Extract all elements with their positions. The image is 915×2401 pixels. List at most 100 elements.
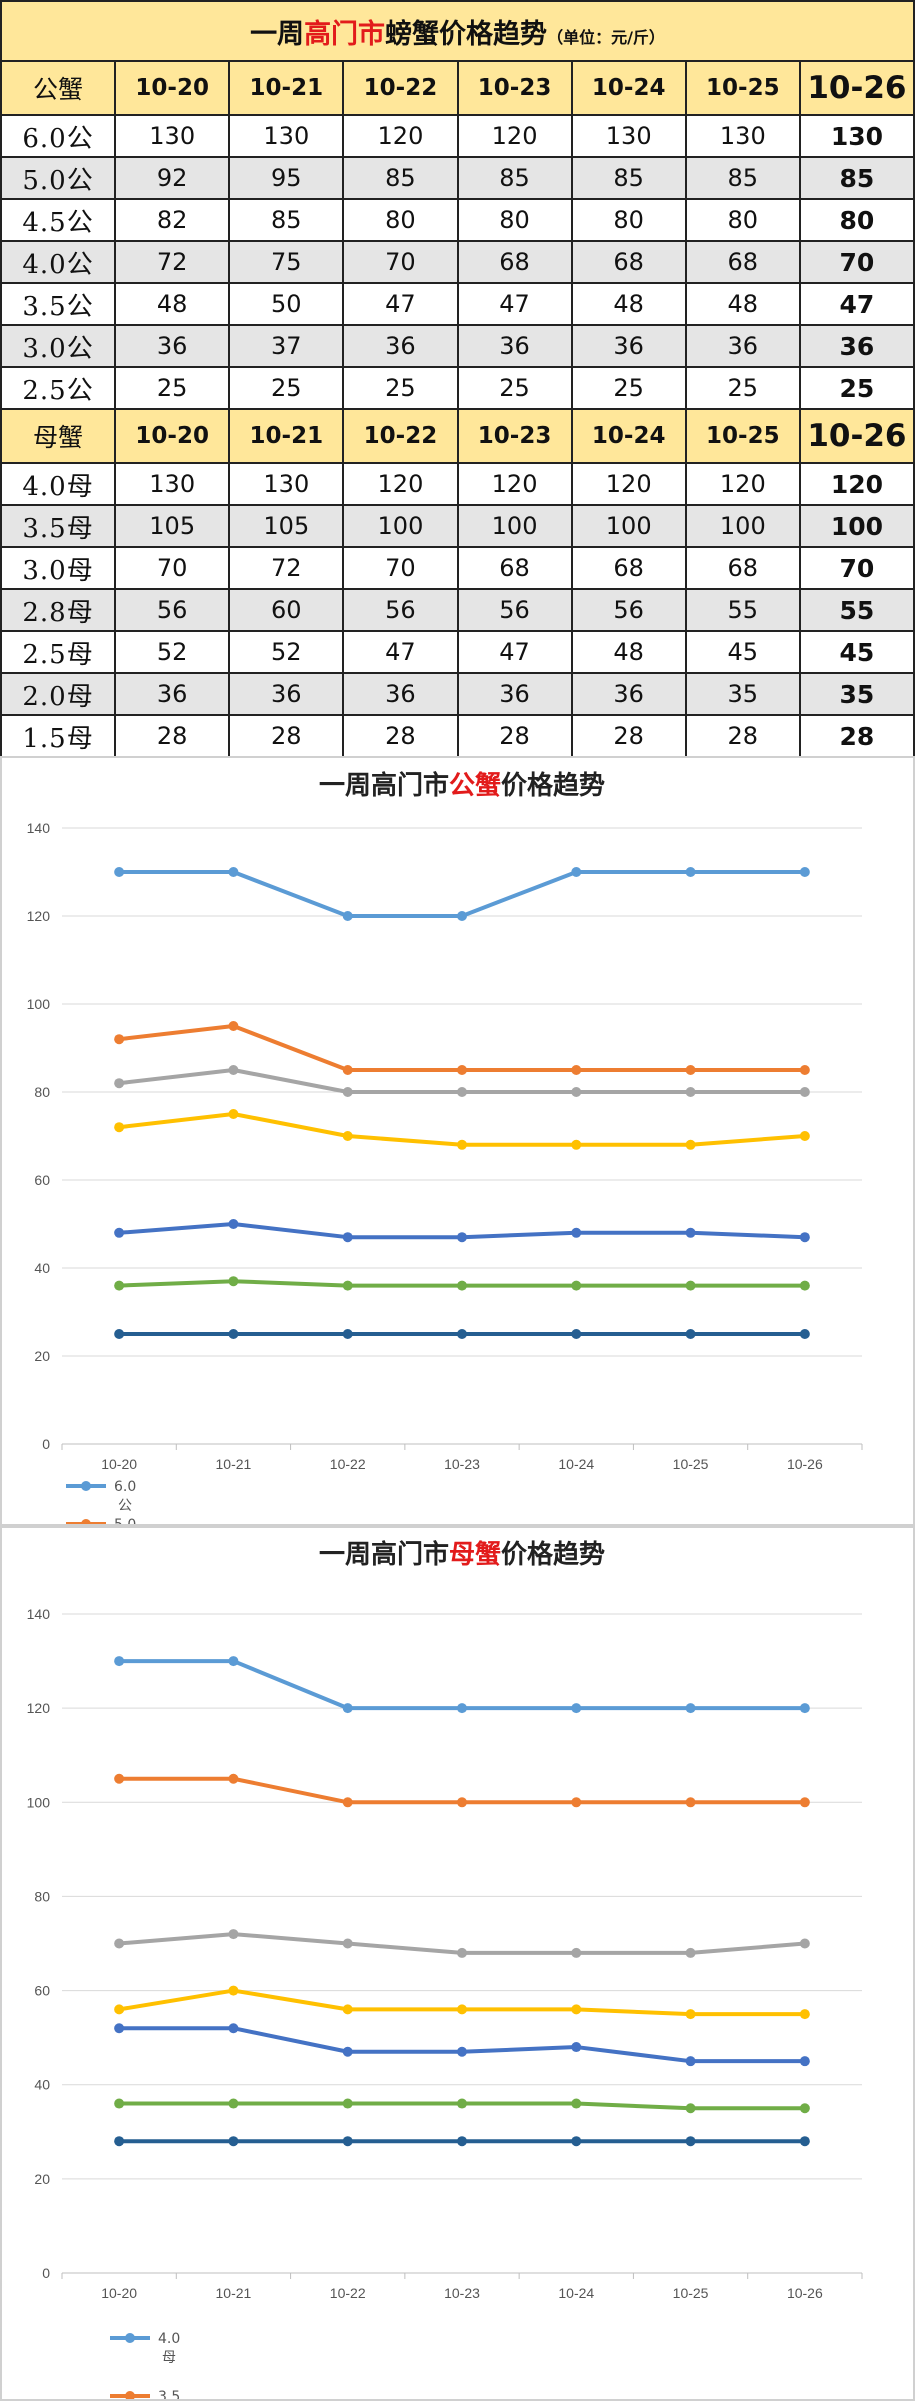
data-point: [457, 1232, 467, 1243]
data-point: [685, 867, 696, 877]
data-point: [457, 1947, 467, 1958]
price-cell: 92: [114, 156, 231, 200]
data-point: [571, 1947, 582, 1958]
price-cell: 25: [342, 366, 459, 410]
table-row: 3.5公 48 50 47 47 48 48 47: [0, 282, 915, 326]
price-cell: 130: [684, 114, 801, 158]
header-date-cell: 10-25: [684, 408, 801, 464]
header-date-cell: 10-21: [228, 60, 345, 116]
table-row: 4.0公 72 75 70 68 68 68 70: [0, 240, 915, 284]
data-point: [228, 1219, 239, 1229]
price-cell: 130: [114, 114, 231, 158]
data-point: [457, 911, 467, 921]
y-tick-label: 120: [27, 1700, 51, 1716]
price-cell: 100: [342, 504, 459, 548]
price-cell: 82: [114, 198, 231, 242]
legend-label: 4.0: [158, 2331, 180, 2347]
data-point: [228, 2023, 239, 2034]
x-tick-label: 10-26: [787, 1456, 823, 1472]
y-tick-label: 0: [42, 2265, 50, 2281]
y-tick-label: 60: [34, 1983, 50, 1999]
table-row: 6.0公 130 130 120 120 130 130 130: [0, 114, 915, 158]
data-point: [799, 1131, 810, 1141]
price-cell: 25: [456, 366, 573, 410]
price-cell: 75: [228, 240, 345, 284]
data-point: [114, 1938, 125, 1949]
data-point: [114, 1227, 125, 1238]
legend-label: 3.5: [158, 2389, 180, 2399]
price-cell: 35: [798, 672, 915, 716]
data-point: [342, 2136, 353, 2147]
data-point: [342, 1280, 353, 1291]
price-cell: 28: [342, 714, 459, 758]
data-point: [799, 1280, 810, 1291]
header-date-cell: 10-25: [684, 60, 801, 116]
price-cell: 130: [570, 114, 687, 158]
data-point: [228, 1929, 239, 1940]
price-cell: 48: [114, 282, 231, 326]
data-point: [114, 1280, 125, 1291]
data-point: [457, 2004, 467, 2015]
data-point: [114, 1122, 125, 1133]
size-label-cell: 3.5母: [0, 504, 117, 548]
price-cell: 48: [570, 282, 687, 326]
table-row: 1.5母 28 28 28 28 28 28 28: [0, 714, 915, 758]
data-point: [342, 1232, 353, 1243]
price-cell: 36: [342, 324, 459, 368]
price-cell: 35: [684, 672, 801, 716]
size-label-cell: 4.5公: [0, 198, 117, 242]
price-cell: 25: [570, 366, 687, 410]
data-point: [457, 1797, 467, 1808]
price-cell: 85: [684, 156, 801, 200]
chart-title-pre: 一周高门市: [319, 1539, 449, 1570]
price-cell: 56: [570, 588, 687, 632]
data-point: [457, 1139, 467, 1150]
header-date-cell: 10-21: [228, 408, 345, 464]
price-cell: 130: [798, 114, 915, 158]
size-label-cell: 6.0公: [0, 114, 117, 158]
price-cell: 47: [342, 630, 459, 674]
data-point: [457, 1087, 467, 1097]
y-tick-label: 40: [34, 2077, 50, 2093]
table-title-pre: 一周: [250, 18, 305, 50]
data-point: [457, 1329, 467, 1339]
price-cell: 50: [228, 282, 345, 326]
chart-title-post: 价格趋势: [501, 1539, 605, 1570]
x-tick-label: 10-21: [216, 1456, 252, 1472]
data-point: [571, 2004, 582, 2015]
data-point: [457, 1065, 467, 1075]
price-cell: 56: [456, 588, 573, 632]
price-cell: 72: [228, 546, 345, 590]
price-cell: 25: [798, 366, 915, 410]
data-point: [799, 1938, 810, 1949]
price-cell: 68: [570, 546, 687, 590]
data-point: [114, 2098, 125, 2109]
price-cell: 85: [798, 156, 915, 200]
price-cell: 28: [570, 714, 687, 758]
price-cell: 47: [456, 630, 573, 674]
y-tick-label: 100: [27, 1794, 51, 1810]
y-tick-label: 100: [27, 996, 51, 1012]
data-point: [457, 1703, 467, 1714]
price-cell: 36: [342, 672, 459, 716]
data-point: [228, 1065, 239, 1075]
price-cell: 48: [570, 630, 687, 674]
price-cell: 56: [114, 588, 231, 632]
price-cell: 68: [456, 240, 573, 284]
x-tick-label: 10-20: [101, 1456, 137, 1472]
y-tick-label: 20: [34, 2171, 50, 2187]
size-label-cell: 3.0公: [0, 324, 117, 368]
y-tick-label: 20: [34, 1348, 50, 1364]
price-cell: 36: [798, 324, 915, 368]
data-point: [342, 1065, 353, 1075]
price-cell: 85: [570, 156, 687, 200]
price-cell: 47: [342, 282, 459, 326]
price-cell: 80: [684, 198, 801, 242]
table-row: 3.0公 36 37 36 36 36 36 36: [0, 324, 915, 368]
data-point: [571, 1703, 582, 1714]
size-label-cell: 3.0母: [0, 546, 117, 590]
price-cell: 105: [114, 504, 231, 548]
data-point: [571, 1797, 582, 1808]
data-point: [685, 2103, 696, 2114]
chart-title-pre: 一周高门市: [319, 770, 449, 801]
